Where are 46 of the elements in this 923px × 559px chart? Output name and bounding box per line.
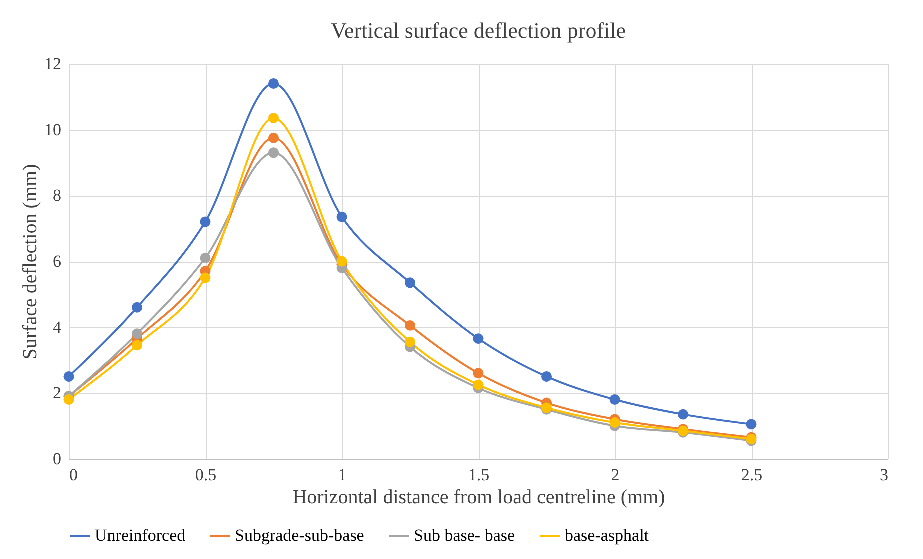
point — [132, 340, 142, 351]
point — [473, 368, 484, 379]
point — [405, 336, 416, 348]
x-axis-title: Horizontal distance from load centreline (mm) — [292, 486, 666, 508]
point — [200, 252, 211, 264]
point — [268, 148, 279, 158]
y-tick-label: 12 — [44, 54, 62, 74]
y-tick-label: 2 — [53, 384, 62, 403]
point — [542, 371, 552, 382]
y-axis-title: Surface deflection (mm) — [20, 164, 42, 360]
legend-label: Unreinforced — [95, 526, 186, 545]
y-tick-label: 6 — [53, 252, 62, 271]
y-tick-label: 10 — [44, 120, 62, 140]
point — [200, 216, 211, 228]
x-tick-label: 1 — [338, 466, 347, 484]
chart-title: Vertical surface deflection profile — [330, 18, 626, 43]
x-tick-label: 0.5 — [195, 466, 217, 484]
y-tick-label: 0 — [53, 450, 62, 468]
point — [268, 78, 279, 89]
legend-label: Sub base- base — [414, 526, 516, 545]
point — [268, 132, 279, 144]
point — [610, 394, 620, 405]
y-tick-label: 4 — [53, 318, 62, 337]
point — [336, 256, 348, 267]
x-tick-label: 0 — [70, 466, 78, 484]
legend-label: base-asphalt — [565, 526, 650, 545]
point — [132, 302, 142, 313]
point — [268, 113, 279, 124]
point — [678, 409, 688, 420]
point — [64, 394, 74, 405]
y-tick-label: 8 — [53, 186, 62, 206]
point — [473, 334, 484, 344]
x-tick-label: 2.5 — [741, 466, 763, 484]
x-tick-label: 1.5 — [468, 466, 490, 484]
point — [64, 371, 74, 382]
point — [405, 320, 416, 331]
x-tick-label: 3 — [880, 466, 888, 484]
point — [746, 419, 757, 430]
point — [336, 212, 348, 222]
x-tick-label: 2 — [611, 466, 620, 484]
point — [200, 272, 211, 284]
legend-label: Subgrade-sub-base — [235, 526, 364, 545]
point — [405, 278, 416, 288]
point — [610, 418, 620, 428]
point — [473, 380, 484, 390]
point — [132, 328, 142, 340]
